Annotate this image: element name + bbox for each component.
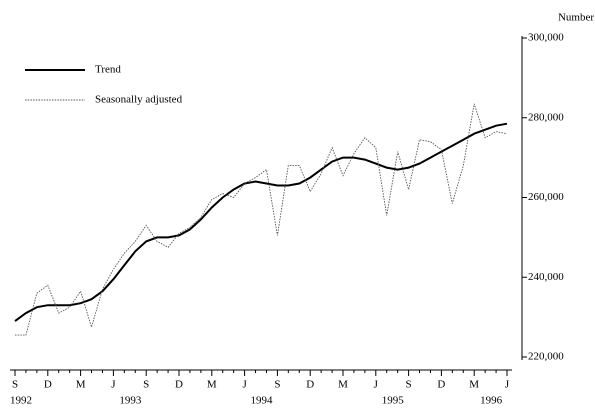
x-tick-label: S (406, 379, 412, 391)
x-tick-label: M (338, 379, 348, 391)
y-axis-title: Number (558, 12, 594, 24)
x-tick-label: M (207, 379, 217, 391)
x-tick-label: D (437, 379, 445, 391)
year-label: 1993 (119, 395, 142, 407)
x-tick-label: D (306, 379, 314, 391)
year-label: 1996 (480, 395, 503, 407)
series-line (15, 103, 508, 336)
legend-label: Seasonally adjusted (95, 94, 183, 106)
x-tick-label: D (175, 379, 183, 391)
x-tick-label: J (111, 379, 116, 391)
x-tick-label: J (242, 379, 247, 391)
x-tick-label: J (374, 379, 379, 391)
y-tick-label: 220,000 (528, 351, 564, 363)
x-tick-label: D (44, 379, 52, 391)
year-label: 1994 (251, 395, 274, 407)
y-tick-label: 260,000 (528, 191, 564, 203)
x-tick-label: S (143, 379, 149, 391)
y-tick-label: 280,000 (528, 111, 564, 123)
x-tick-label: M (76, 379, 86, 391)
y-tick-label: 300,000 (528, 32, 564, 44)
x-tick-label: S (274, 379, 280, 391)
y-tick-label: 240,000 (528, 271, 564, 283)
x-tick-label: M (469, 379, 479, 391)
year-label: 1995 (382, 395, 405, 407)
year-label: 1992 (10, 395, 32, 407)
series-line (14, 122, 508, 322)
legend-label: Trend (95, 64, 121, 76)
x-tick-label: J (505, 379, 510, 391)
x-tick-label: S (12, 379, 18, 391)
